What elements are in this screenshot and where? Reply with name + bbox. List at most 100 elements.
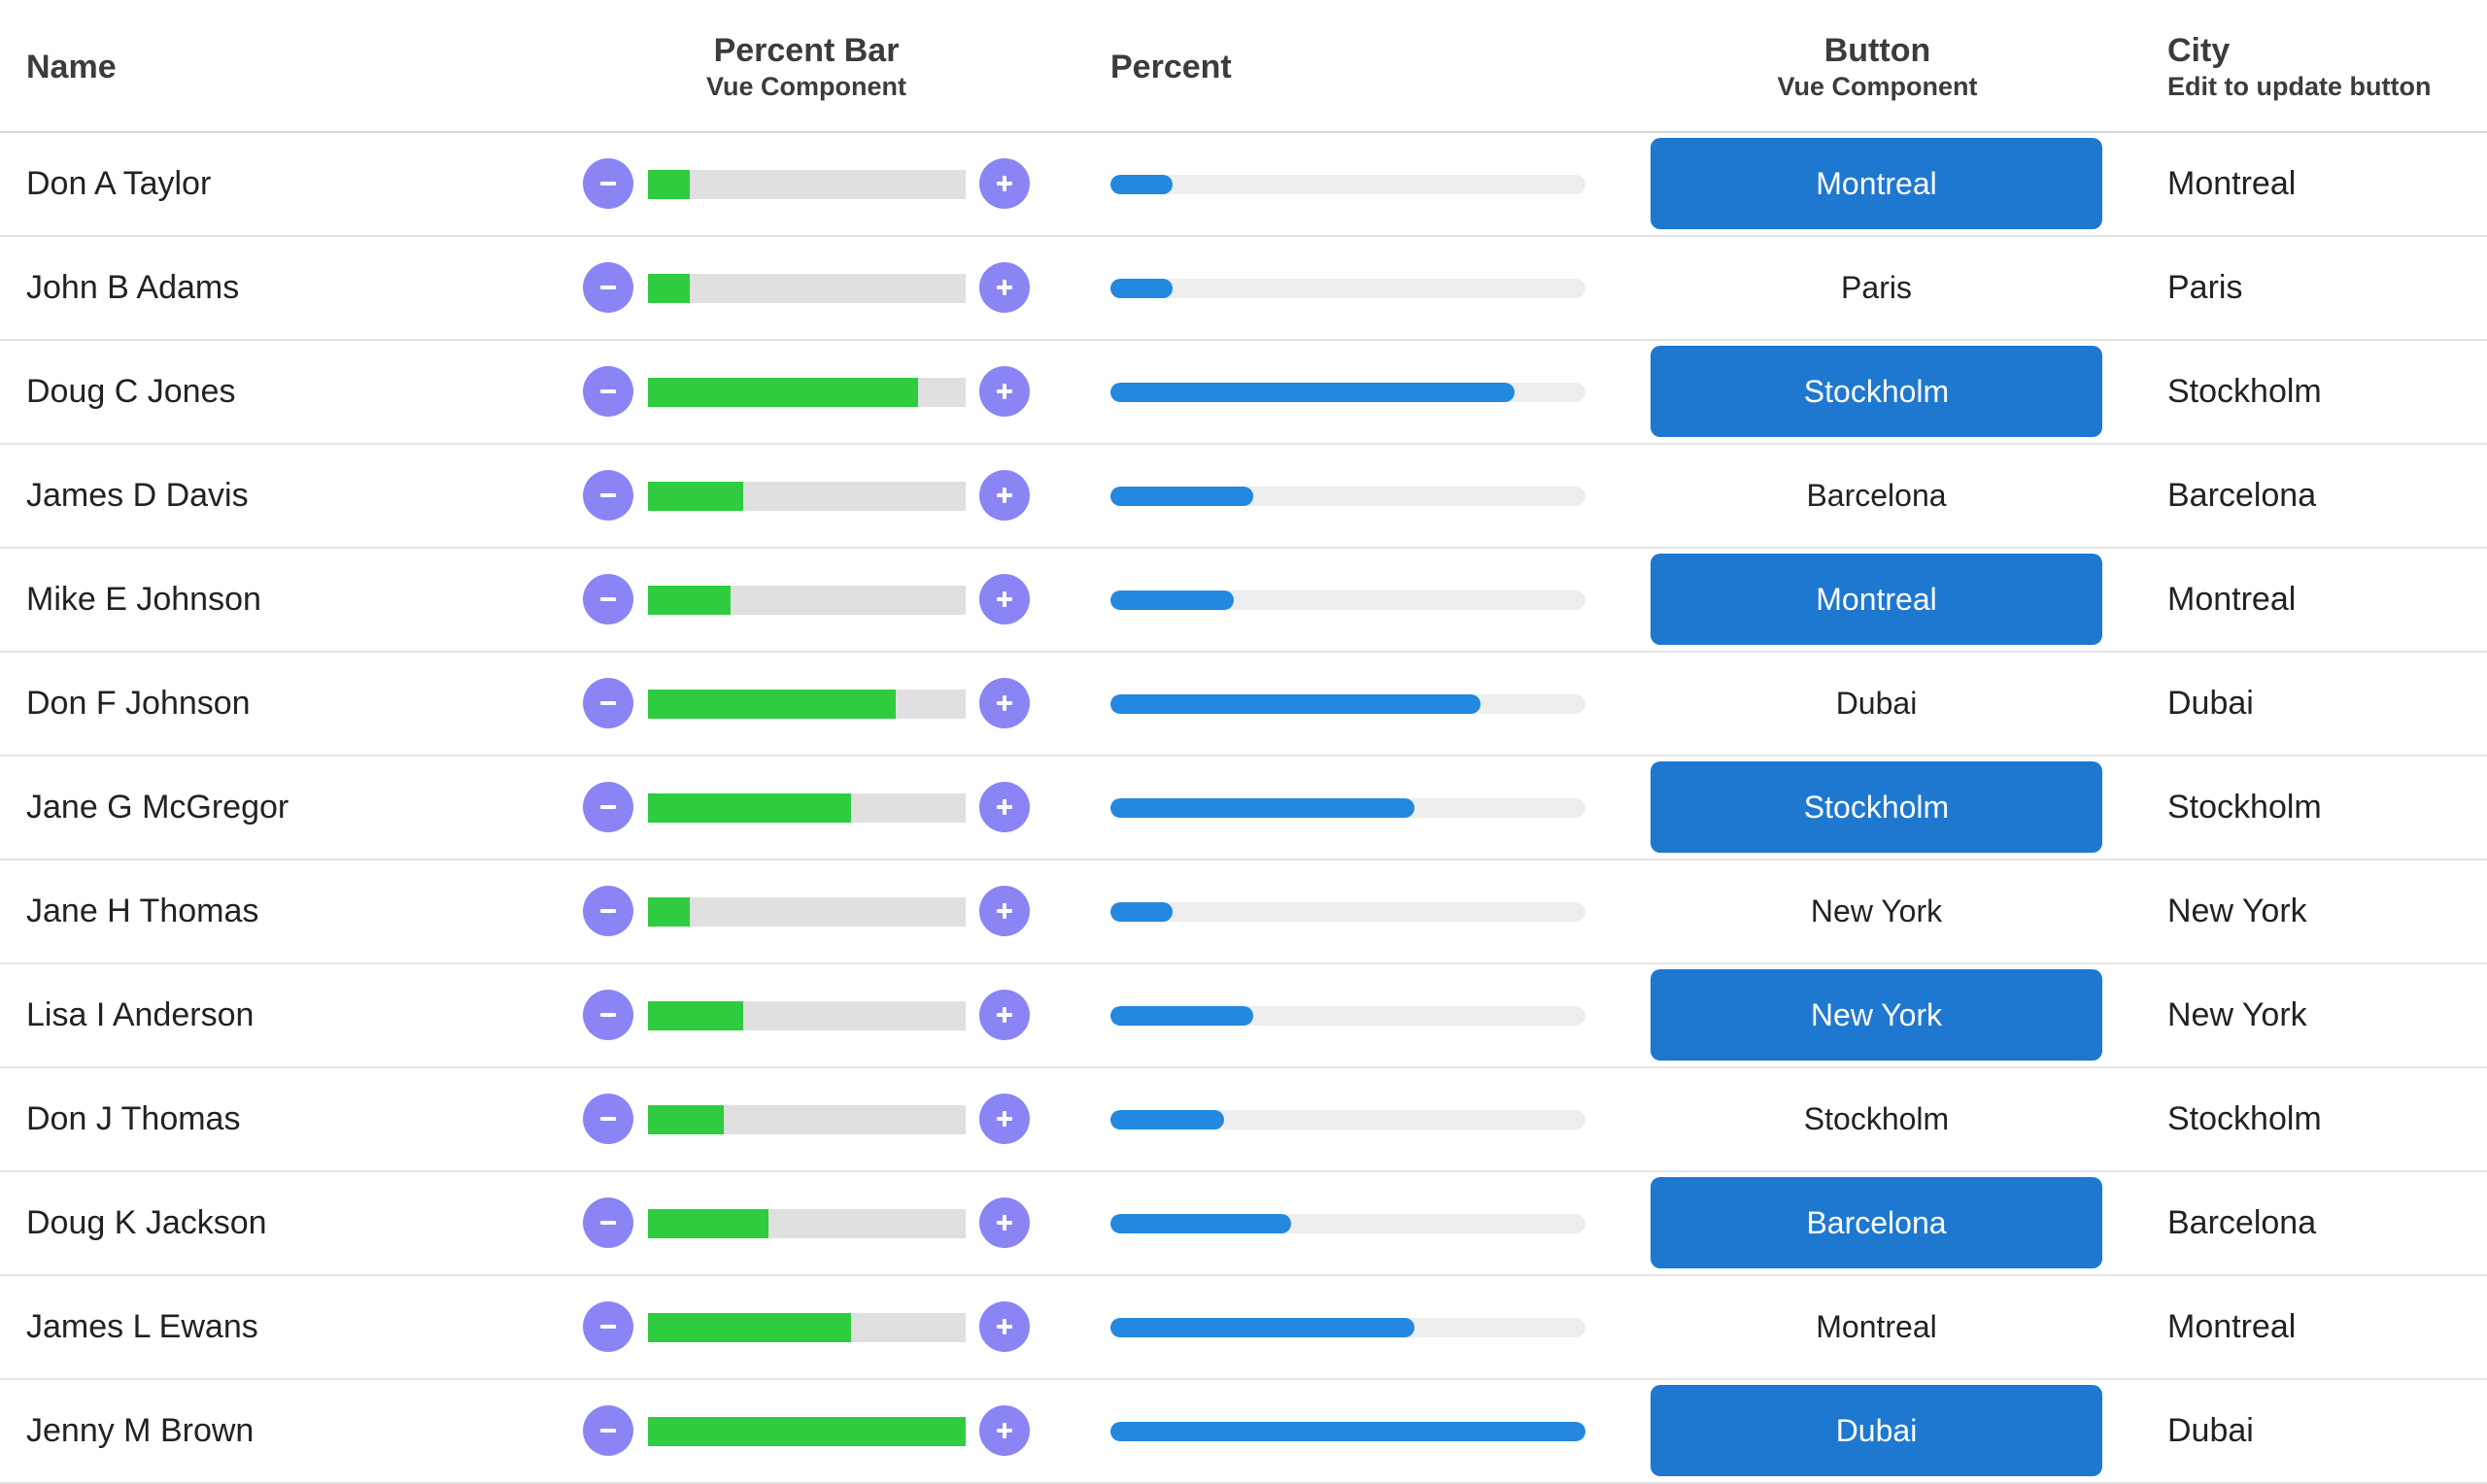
city-cell[interactable]: Stockholm: [2167, 757, 2487, 859]
increment-button[interactable]: [979, 1094, 1030, 1144]
name-cell[interactable]: Mike E Johnson: [26, 549, 570, 651]
percent-progress-track: [1110, 1110, 1585, 1130]
city-cell[interactable]: Barcelona: [2167, 1172, 2487, 1274]
city-button[interactable]: Montreal: [1651, 138, 2102, 229]
city-button[interactable]: Montreal: [1651, 554, 2102, 645]
percent-bar-fill: [648, 1313, 852, 1342]
increment-button[interactable]: [979, 782, 1030, 832]
column-header-button[interactable]: Button Vue Component: [1652, 0, 2103, 133]
name-cell[interactable]: Don F Johnson: [26, 653, 570, 755]
city-button[interactable]: New York: [1651, 865, 2102, 957]
city-button[interactable]: Stockholm: [1651, 1073, 2102, 1164]
city-cell[interactable]: Dubai: [2167, 1380, 2487, 1482]
minus-icon: [597, 1004, 619, 1026]
city-cell[interactable]: Paris: [2167, 237, 2487, 339]
city-cell[interactable]: Stockholm: [2167, 341, 2487, 443]
city-text: Stockholm: [2167, 1100, 2322, 1137]
name-text: Jane H Thomas: [26, 893, 259, 929]
percent-progress-fill: [1110, 694, 1482, 714]
percent-progress-fill: [1110, 383, 1515, 402]
column-header-name[interactable]: Name: [26, 0, 415, 133]
increment-button[interactable]: [979, 990, 1030, 1040]
increment-button[interactable]: [979, 366, 1030, 417]
name-cell[interactable]: Doug C Jones: [26, 341, 570, 443]
percent-bar-track: [648, 482, 966, 511]
city-cell[interactable]: Barcelona: [2167, 445, 2487, 547]
percent-bar-fill: [648, 378, 918, 407]
city-button[interactable]: Stockholm: [1651, 346, 2102, 437]
increment-button[interactable]: [979, 158, 1030, 209]
increment-button[interactable]: [979, 678, 1030, 728]
table-row: John B Adams Paris Paris: [0, 237, 2487, 341]
percent-progress-fill: [1110, 279, 1173, 298]
city-cell[interactable]: New York: [2167, 964, 2487, 1066]
city-button-label: Montreal: [1816, 581, 1937, 617]
decrement-button[interactable]: [583, 782, 633, 832]
percent-bar-track: [648, 1105, 966, 1134]
decrement-button[interactable]: [583, 1197, 633, 1248]
city-button[interactable]: Stockholm: [1651, 761, 2102, 853]
decrement-button[interactable]: [583, 1094, 633, 1144]
name-text: Doug K Jackson: [26, 1204, 267, 1241]
decrement-button[interactable]: [583, 1301, 633, 1352]
column-header-city[interactable]: City Edit to update button: [2167, 0, 2487, 133]
decrement-button[interactable]: [583, 470, 633, 521]
increment-button[interactable]: [979, 574, 1030, 624]
decrement-button[interactable]: [583, 574, 633, 624]
city-cell[interactable]: Montreal: [2167, 549, 2487, 651]
percent-progress-fill: [1110, 590, 1235, 610]
increment-button[interactable]: [979, 886, 1030, 936]
increment-button[interactable]: [979, 1197, 1030, 1248]
minus-icon: [597, 485, 619, 506]
city-cell[interactable]: Montreal: [2167, 1276, 2487, 1378]
city-button[interactable]: Barcelona: [1651, 1177, 2102, 1268]
decrement-button[interactable]: [583, 886, 633, 936]
city-button[interactable]: Montreal: [1651, 1281, 2102, 1372]
decrement-button[interactable]: [583, 1405, 633, 1456]
increment-button[interactable]: [979, 1301, 1030, 1352]
city-text: New York: [2167, 996, 2307, 1033]
city-text: Paris: [2167, 269, 2243, 306]
city-cell[interactable]: Montreal: [2167, 133, 2487, 235]
city-cell[interactable]: New York: [2167, 860, 2487, 962]
city-button[interactable]: Barcelona: [1651, 450, 2102, 541]
city-button[interactable]: Dubai: [1651, 1385, 2102, 1476]
city-cell[interactable]: Dubai: [2167, 653, 2487, 755]
decrement-button[interactable]: [583, 158, 633, 209]
name-cell[interactable]: Don A Taylor: [26, 133, 570, 235]
percent-progress-track: [1110, 798, 1585, 818]
increment-button[interactable]: [979, 1405, 1030, 1456]
city-button[interactable]: Paris: [1651, 242, 2102, 333]
percent-bar-fill: [648, 793, 852, 823]
column-header-city-label: City: [2167, 31, 2231, 69]
minus-icon: [597, 692, 619, 714]
percent-bar-fill: [648, 1209, 769, 1238]
city-button[interactable]: New York: [1651, 969, 2102, 1061]
name-cell[interactable]: Jane H Thomas: [26, 860, 570, 962]
name-cell[interactable]: James D Davis: [26, 445, 570, 547]
name-cell[interactable]: Jane G McGregor: [26, 757, 570, 859]
decrement-button[interactable]: [583, 990, 633, 1040]
decrement-button[interactable]: [583, 678, 633, 728]
name-cell[interactable]: John B Adams: [26, 237, 570, 339]
decrement-button[interactable]: [583, 262, 633, 313]
column-header-percent-bar[interactable]: Percent Bar Vue Component: [583, 0, 1030, 133]
name-cell[interactable]: James L Ewans: [26, 1276, 570, 1378]
grid-header: Name Percent Bar Vue Component Percent B…: [0, 0, 2487, 133]
increment-button[interactable]: [979, 262, 1030, 313]
increment-button[interactable]: [979, 470, 1030, 521]
column-header-percent-label: Percent: [1110, 48, 1232, 85]
name-text: Mike E Johnson: [26, 581, 261, 618]
column-header-percent[interactable]: Percent: [1110, 0, 1499, 133]
city-cell[interactable]: Stockholm: [2167, 1068, 2487, 1170]
plus-icon: [994, 1212, 1015, 1233]
minus-icon: [597, 381, 619, 402]
city-text: Montreal: [2167, 165, 2297, 202]
name-cell[interactable]: Don J Thomas: [26, 1068, 570, 1170]
percent-bar-fill: [648, 1417, 966, 1446]
name-cell[interactable]: Lisa I Anderson: [26, 964, 570, 1066]
name-cell[interactable]: Jenny M Brown: [26, 1380, 570, 1482]
decrement-button[interactable]: [583, 366, 633, 417]
city-button[interactable]: Dubai: [1651, 658, 2102, 749]
name-cell[interactable]: Doug K Jackson: [26, 1172, 570, 1274]
